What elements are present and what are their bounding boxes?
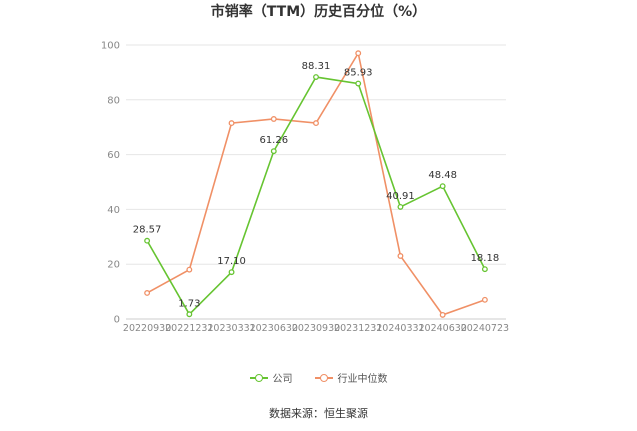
data-point-1 [270, 116, 277, 122]
x-tick-label: 20240331 [376, 323, 424, 334]
data-point-0 [439, 183, 446, 190]
legend-swatch-company [249, 373, 268, 383]
y-tick-label: 100 [101, 41, 120, 52]
data-label: 1.73 [178, 298, 200, 309]
data-label: 88.31 [302, 61, 331, 72]
data-point-0 [270, 148, 277, 155]
x-tick-label: 20221231 [165, 323, 213, 334]
data-label: 28.57 [133, 225, 162, 236]
data-label: 40.91 [386, 191, 415, 202]
data-label: 85.93 [344, 68, 373, 79]
data-label: 17.10 [217, 256, 246, 267]
legend-item-company[interactable]: 公司 [249, 370, 293, 385]
legend-swatch-industry-median [314, 373, 333, 383]
data-label: 61.26 [259, 135, 288, 146]
data-point-1 [397, 253, 404, 259]
y-tick-label: 80 [107, 95, 120, 106]
chart-legend: 公司 行业中位数 [0, 370, 637, 385]
data-source-note: 数据来源：恒生聚源 [269, 407, 368, 420]
y-tick-label: 0 [114, 315, 120, 326]
data-point-1 [439, 311, 446, 318]
legend-item-industry-median[interactable]: 行业中位数 [314, 370, 388, 385]
data-point-0 [186, 311, 193, 318]
data-point-1 [313, 120, 319, 127]
data-point-1 [228, 120, 235, 127]
data-point-0 [355, 80, 362, 87]
data-label: 18.18 [471, 253, 500, 264]
data-point-0 [313, 74, 319, 80]
y-tick-label: 60 [107, 150, 120, 161]
y-tick-label: 20 [107, 260, 120, 271]
x-tick-label: 20230331 [207, 323, 255, 334]
legend-label-industry-median: 行业中位数 [337, 374, 388, 385]
x-tick-label: 20220930 [123, 323, 171, 334]
data-label: 48.48 [428, 170, 457, 181]
data-point-0 [228, 269, 235, 276]
x-tick-label: 20240630 [418, 323, 466, 334]
legend-label-company: 公司 [272, 374, 293, 385]
series-line-1 [146, 51, 486, 316]
x-tick-label: 20230630 [250, 323, 298, 334]
data-point-1 [355, 50, 362, 57]
y-tick-label: 40 [107, 205, 120, 216]
data-point-0 [481, 266, 488, 273]
data-point-1 [186, 266, 193, 273]
x-tick-label: 20230930 [292, 323, 340, 334]
x-tick-label: 20240723 [461, 323, 509, 334]
data-point-1 [144, 290, 151, 296]
series-line-0 [146, 76, 486, 316]
x-tick-label: 20231231 [334, 323, 382, 334]
chart-title: 市销率（TTM）历史百分位（%） [210, 4, 427, 20]
data-point-1 [481, 296, 488, 303]
data-point-0 [397, 203, 404, 210]
data-point-0 [144, 237, 151, 244]
